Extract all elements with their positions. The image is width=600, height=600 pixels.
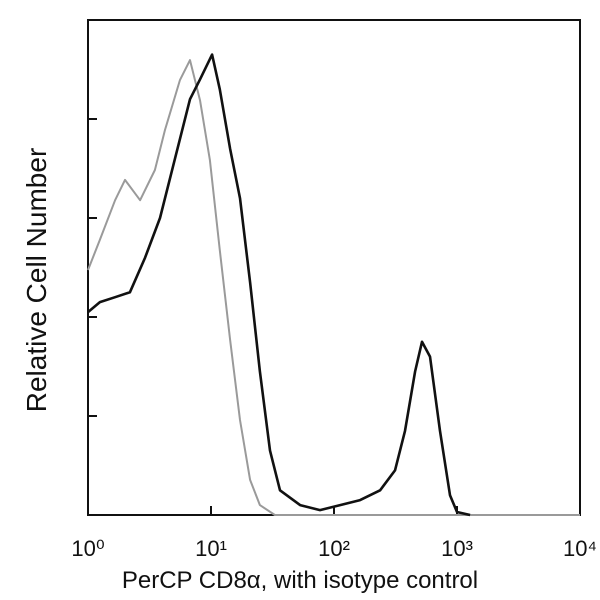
- x-tick-label: 10¹: [195, 536, 227, 561]
- x-tick-label: 10⁴: [563, 536, 597, 561]
- x-axis-label: PerCP CD8α, with isotype control: [122, 567, 478, 594]
- x-tick-label: 10²: [318, 536, 350, 561]
- plot-frame: [87, 19, 581, 516]
- histogram-line: [87, 53, 471, 517]
- x-tick-label: 10³: [441, 536, 473, 561]
- histogram-line: [87, 59, 580, 516]
- x-tick-label: 10⁰: [71, 536, 104, 561]
- y-axis-label: Relative Cell Number: [21, 148, 52, 413]
